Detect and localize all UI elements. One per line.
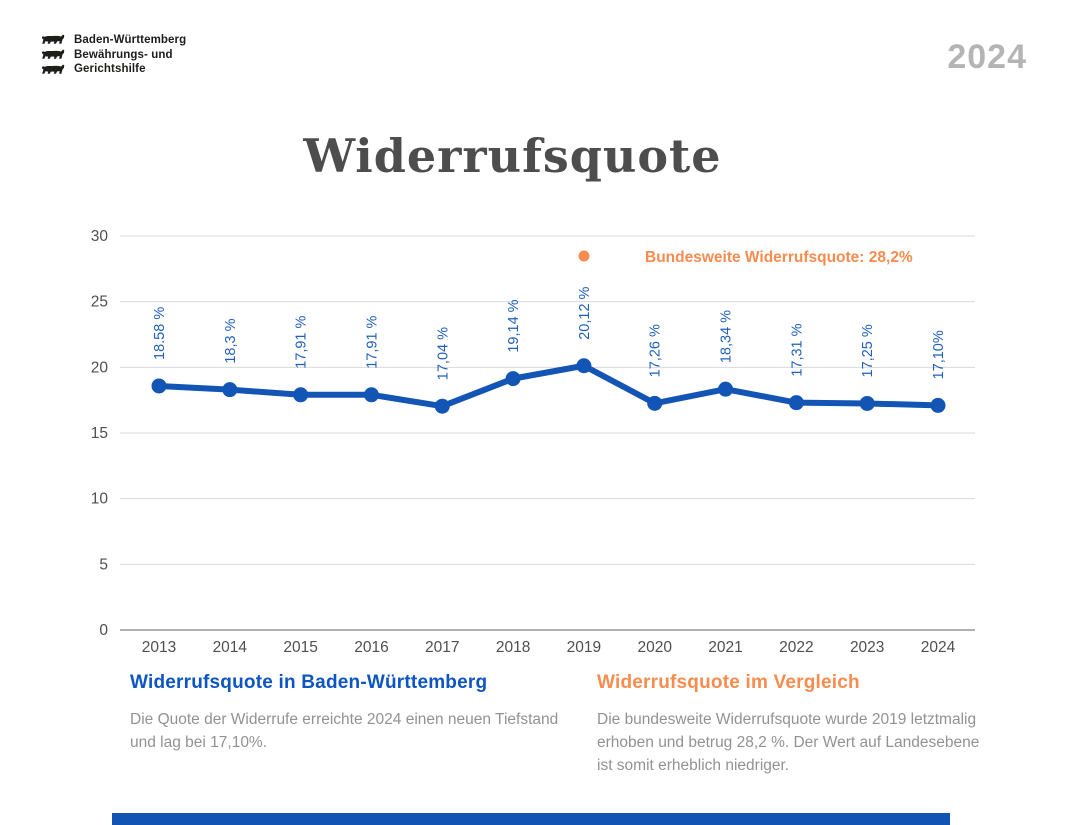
bw-logo: Baden-Württemberg Bewährungs- und Gerich… — [40, 33, 186, 77]
data-point-label: 18.58 % — [152, 307, 168, 360]
data-point-label: 19,14 % — [506, 299, 522, 352]
data-point — [222, 382, 238, 398]
x-tick-label: 2019 — [567, 639, 601, 656]
y-tick-label: 0 — [99, 622, 108, 639]
y-tick-label: 30 — [91, 228, 109, 245]
line-chart: 0 5 10 15 20 25 30 2013 2014 2015 2016 2017 2018 2019… — [0, 220, 1065, 665]
data-point — [859, 395, 875, 411]
logo-line-1: Baden-Württemberg — [74, 34, 187, 46]
year-badge: 2024 — [947, 38, 1027, 76]
data-point — [363, 387, 379, 403]
data-point-label: 18,3 % — [223, 318, 239, 363]
y-tick-label: 10 — [91, 491, 109, 508]
section-left-body: Die Quote der Widerrufe erreichte 2024 e… — [130, 711, 559, 751]
section-right-body: Die bundesweite Widerrufsquote wurde 201… — [597, 711, 980, 774]
logo-line-2: Bewährungs- und — [74, 48, 173, 61]
section-vergleich: Widerrufsquote im Vergleich Die bundeswe… — [597, 672, 992, 777]
data-point-label: 17,31 % — [789, 323, 805, 376]
chart-svg: 0 5 10 15 20 25 30 2013 2014 2015 2016 2017 2018 2019… — [91, 228, 975, 656]
data-point-label: 17,91 % — [294, 315, 310, 368]
data-point-label: 17,10% — [931, 330, 947, 379]
page-title: Widerrufsquote — [303, 128, 722, 183]
section-right-heading: Widerrufsquote im Vergleich — [597, 672, 860, 693]
logo-line-3: Gerichtshilfe — [74, 63, 146, 75]
legend-dot-icon — [578, 250, 590, 262]
data-point-label: 20,12 % — [577, 286, 593, 339]
data-point — [647, 395, 663, 411]
data-point-label: 17,91 % — [364, 315, 380, 368]
legend-label: Bundesweite Widerrufsquote: 28,2% — [645, 249, 913, 266]
data-point-label: 17,25 % — [860, 324, 876, 377]
y-tick-label: 5 — [99, 556, 108, 573]
y-tick-label: 25 — [91, 294, 108, 311]
data-point — [293, 387, 309, 403]
section-baden-wuerttemberg: Widerrufsquote in Baden-Württemberg Die … — [130, 672, 560, 754]
data-point — [930, 397, 946, 413]
data-point — [434, 398, 450, 414]
x-tick-label: 2017 — [425, 639, 459, 656]
data-point-label: 17,26 % — [648, 324, 664, 377]
data-point-label: 17,04 % — [435, 327, 451, 380]
data-point-label: 18,34 % — [719, 310, 735, 363]
bw-lions-icon — [41, 34, 65, 74]
data-point — [151, 378, 167, 394]
y-tick-label: 15 — [91, 425, 108, 442]
data-point — [788, 395, 804, 411]
x-tick-label: 2015 — [283, 639, 317, 656]
data-point — [505, 371, 521, 387]
data-point — [576, 358, 592, 374]
data-line — [156, 362, 941, 410]
footer-accent-bar — [112, 813, 950, 825]
x-tick-label: 2022 — [779, 639, 813, 656]
x-tick-label: 2024 — [921, 639, 956, 656]
x-tick-label: 2020 — [637, 639, 672, 656]
x-tick-label: 2023 — [850, 639, 884, 656]
section-left-heading: Widerrufsquote in Baden-Württemberg — [130, 672, 488, 693]
data-point — [718, 381, 734, 397]
x-tick-label: 2018 — [496, 639, 530, 656]
x-tick-label: 2013 — [142, 639, 176, 656]
y-tick-label: 20 — [91, 359, 109, 376]
x-tick-label: 2021 — [708, 639, 742, 656]
x-tick-label: 2014 — [213, 639, 248, 656]
x-tick-label: 2016 — [354, 639, 388, 656]
bw-logo-text: Baden-Württemberg Bewährungs- und Gerich… — [74, 33, 186, 77]
